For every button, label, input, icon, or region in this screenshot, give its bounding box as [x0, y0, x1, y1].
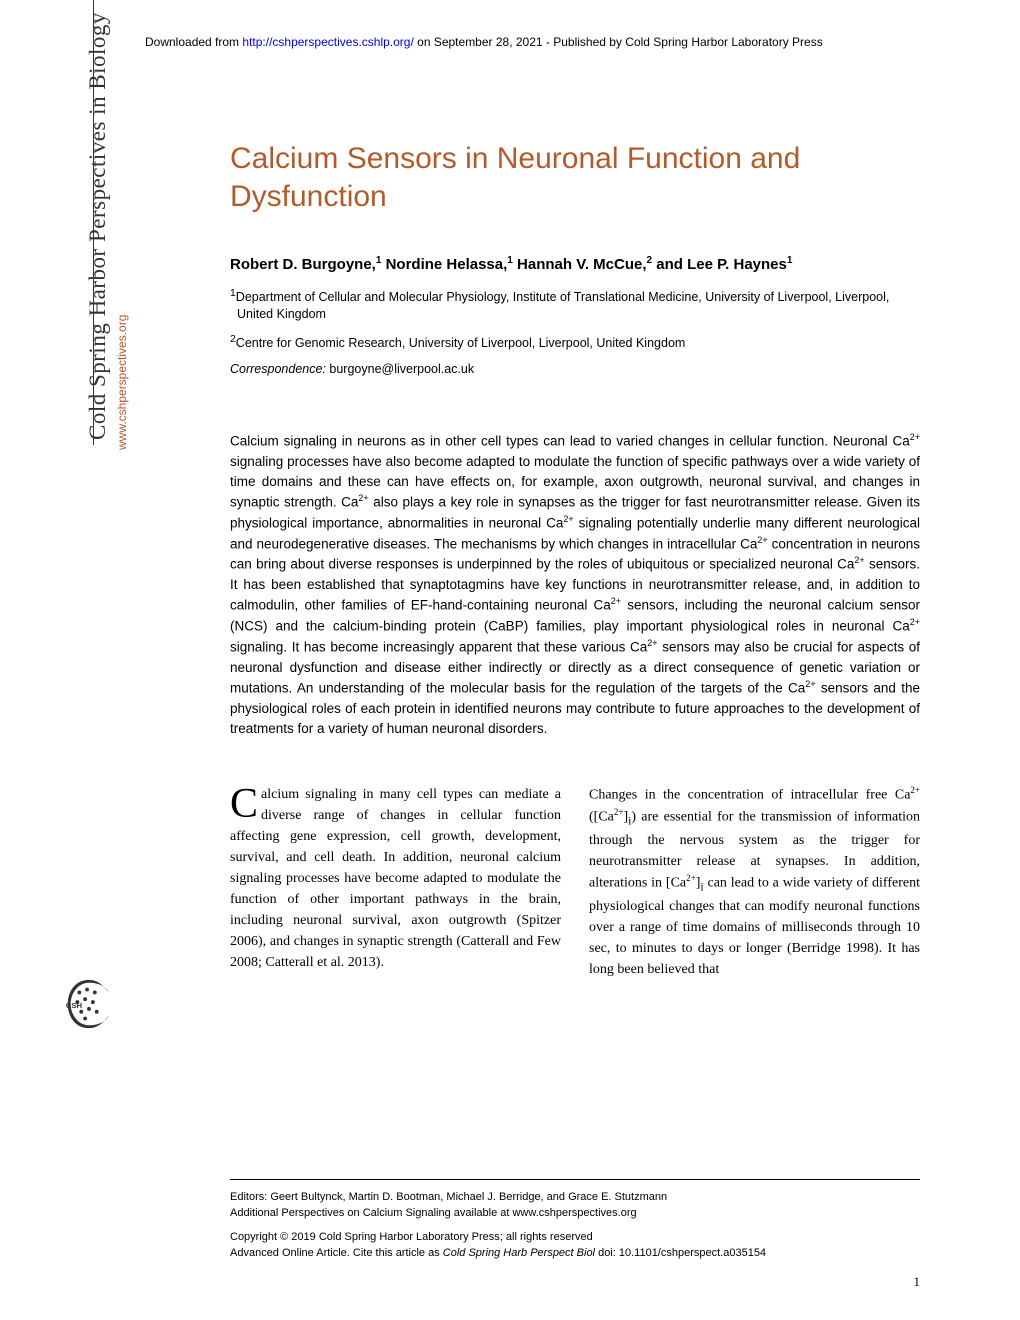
affiliation-1: 1Department of Cellular and Molecular Ph…: [230, 287, 920, 323]
author-list: Robert D. Burgoyne,1 Nordine Helassa,1 H…: [230, 255, 920, 273]
journal-sidebar: Cold Spring Harbor Perspectives in Biolo…: [60, 440, 115, 970]
cite-journal: Cold Spring Harb Perspect Biol: [443, 1247, 595, 1259]
csh-logo: CSH: [60, 975, 118, 1033]
article-title: Calcium Sensors in Neuronal Function and…: [230, 140, 920, 215]
column-left: Calcium signaling in many cell types can…: [230, 784, 561, 980]
correspondence-label: Correspondence:: [230, 362, 326, 376]
column-right: Changes in the concentration of intracel…: [589, 784, 920, 980]
journal-url-vertical: www.cshperspectives.org: [115, 315, 129, 450]
footer-citation: Advanced Online Article. Cite this artic…: [230, 1246, 920, 1262]
notice-prefix: Downloaded from: [145, 35, 242, 49]
body-text: Calcium signaling in many cell types can…: [230, 784, 920, 980]
footer-editors: Editors: Geert Bultynck, Martin D. Bootm…: [230, 1190, 920, 1206]
cite-prefix: Advanced Online Article. Cite this artic…: [230, 1247, 443, 1259]
correspondence-email: burgoyne@liverpool.ac.uk: [329, 362, 474, 376]
footer-copyright: Copyright © 2019 Cold Spring Harbor Labo…: [230, 1230, 920, 1246]
journal-name-vertical: Cold Spring Harbor Perspectives in Biolo…: [85, 12, 111, 440]
footer: Editors: Geert Bultynck, Martin D. Bootm…: [230, 1190, 920, 1262]
footer-rule: [230, 1179, 920, 1180]
svg-text:CSH: CSH: [66, 1001, 83, 1010]
notice-suffix: on September 28, 2021 - Published by Col…: [414, 35, 823, 49]
cite-suffix: doi: 10.1101/cshperspect.a035154: [595, 1247, 766, 1259]
csh-logo-icon: CSH: [60, 975, 118, 1033]
article-main: Calcium Sensors in Neuronal Function and…: [230, 140, 920, 980]
affiliation-2: 2Centre for Genomic Research, University…: [230, 333, 920, 352]
footer-additional: Additional Perspectives on Calcium Signa…: [230, 1206, 920, 1222]
notice-url[interactable]: http://cshperspectives.cshlp.org/: [242, 35, 413, 49]
download-notice: Downloaded from http://cshperspectives.c…: [145, 35, 920, 49]
abstract: Calcium signaling in neurons as in other…: [230, 431, 920, 739]
correspondence: Correspondence: burgoyne@liverpool.ac.uk: [230, 362, 920, 376]
page-number: 1: [914, 1274, 921, 1290]
